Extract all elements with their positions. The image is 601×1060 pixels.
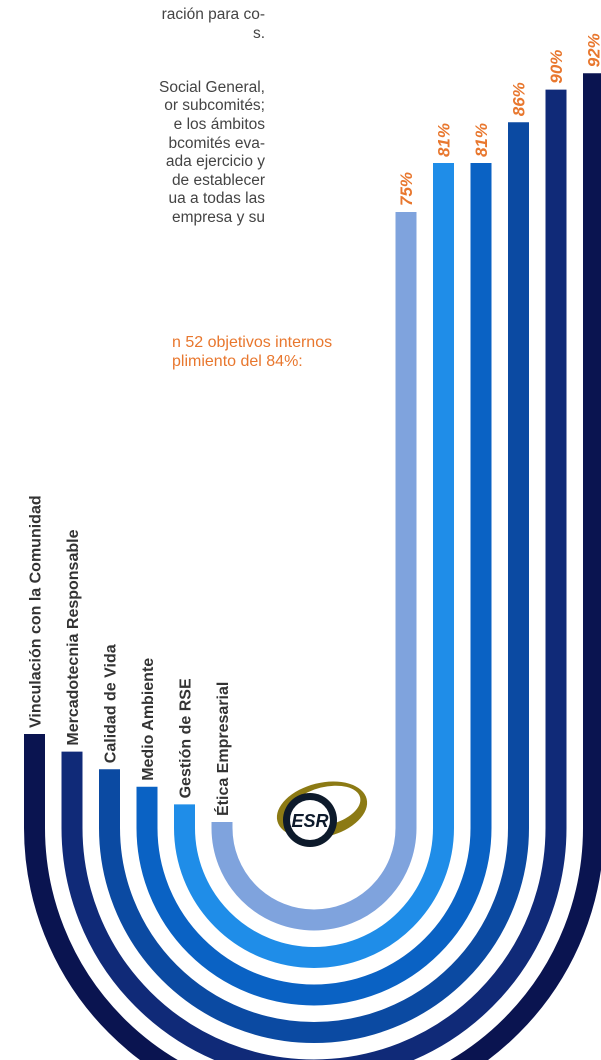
logo-text: ESR [291,811,328,831]
category-label: Mercadotecnia Responsable [65,529,82,745]
category-label: Medio Ambiente [140,658,157,781]
value-label: 92% [585,33,601,67]
category-labels: Vinculación con la Comunidad Mercadotecni… [28,495,233,816]
bar-2 [61,89,567,1060]
text-line: ua a todas las [168,190,265,207]
text-line: Social General, [159,79,265,96]
value-label: 75% [397,172,416,206]
bar-4 [136,163,492,1006]
text-line: bcomités eva- [168,135,265,152]
text-line: s. [252,25,265,42]
bar-3 [99,122,529,1043]
highlight-line: n 52 objetivos internos [172,334,333,351]
category-label: Vinculación con la Comunidad [28,495,45,728]
value-label: 86% [510,82,529,116]
value-label: 81% [435,123,454,157]
text-line: ada ejercicio y [165,153,265,170]
esr-logo-icon: ESR [276,781,368,847]
value-label: 90% [547,50,566,84]
text-line: e los ámbitos [173,116,265,133]
chart-bars [24,73,601,1060]
category-label: Calidad de Vida [103,644,120,763]
bar-6 [211,212,417,931]
highlight-line: plimiento del 84%: [172,353,303,370]
category-label: Ética Empresarial [213,682,232,816]
bar-5 [174,163,454,968]
text-line: or subcomités; [164,97,265,114]
text-line: de establecer [171,172,265,189]
text-line: empresa y su [171,209,265,226]
value-label: 81% [472,123,491,157]
bar-1 [24,73,601,1060]
category-label: Gestión de RSE [178,678,195,798]
text-line: ración para co- [161,6,265,23]
logo-disc-inner [290,800,330,840]
value-labels: 92% 90% 86% 81% 81% 75% [397,33,601,206]
